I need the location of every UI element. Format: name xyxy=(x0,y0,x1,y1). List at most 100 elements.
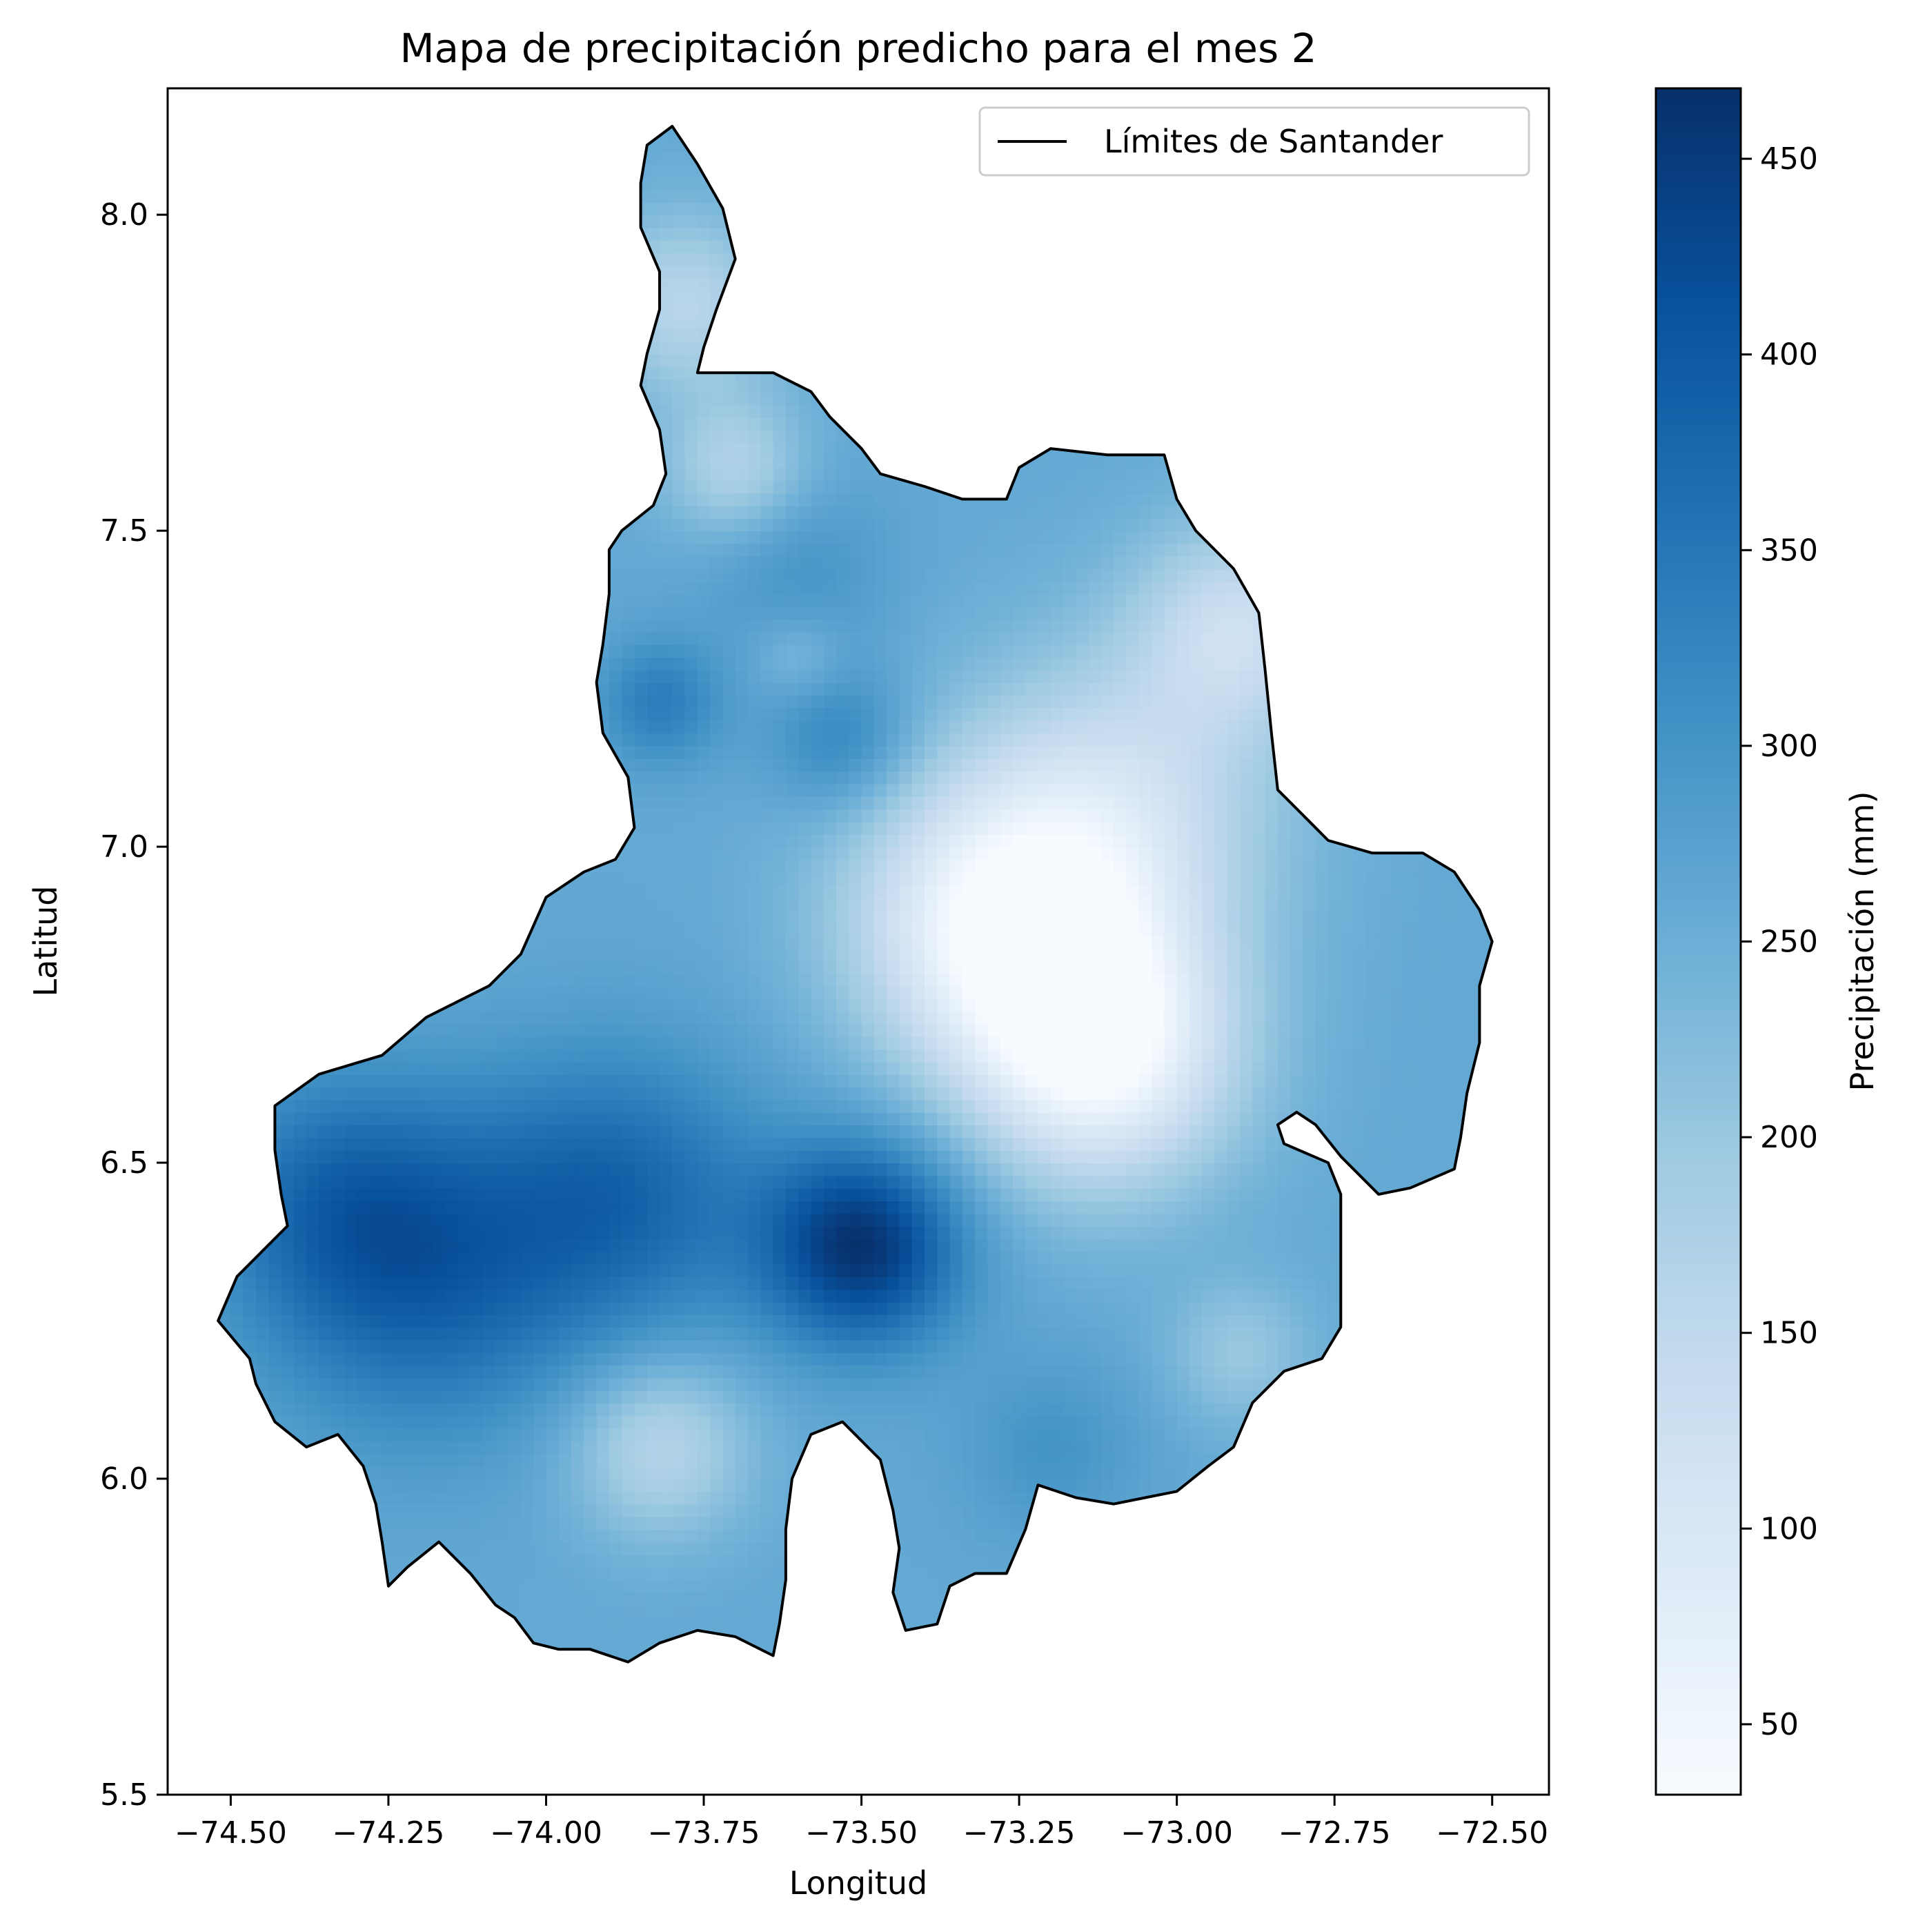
heat-cell xyxy=(293,923,308,936)
heat-cell xyxy=(495,947,509,961)
heat-cell xyxy=(558,1301,573,1315)
heat-cell xyxy=(268,1239,282,1252)
heat-cell xyxy=(546,644,560,658)
heat-cell xyxy=(558,215,573,228)
heat-cell xyxy=(344,1655,358,1662)
heat-cell xyxy=(546,569,560,582)
heat-cell xyxy=(306,973,320,987)
heat-cell xyxy=(432,973,446,987)
heat-cell xyxy=(445,379,459,393)
heat-cell xyxy=(218,1011,232,1025)
heat-cell xyxy=(672,1150,686,1164)
heat-cell xyxy=(445,353,459,367)
heat-cell xyxy=(660,909,673,923)
heat-cell xyxy=(533,1567,547,1581)
heat-cell xyxy=(457,315,471,329)
heat-cell xyxy=(344,960,358,974)
heat-cell xyxy=(268,733,282,747)
heat-cell xyxy=(634,1365,648,1379)
heat-cell xyxy=(268,720,282,734)
heat-cell xyxy=(445,1491,459,1505)
heat-cell xyxy=(293,366,308,380)
heat-cell xyxy=(445,303,459,317)
heat-cell xyxy=(218,215,219,228)
heat-cell xyxy=(230,1655,244,1662)
heat-cell xyxy=(357,1251,371,1265)
heat-cell xyxy=(230,1213,244,1227)
heat-cell xyxy=(508,783,522,797)
heat-cell xyxy=(558,1175,573,1189)
heat-cell xyxy=(218,227,232,241)
heat-cell xyxy=(357,847,371,860)
heat-cell xyxy=(281,1339,295,1353)
heat-cell xyxy=(218,1554,232,1568)
heat-cell xyxy=(331,328,345,342)
heat-cell xyxy=(357,644,371,658)
heat-cell xyxy=(407,771,421,785)
heat-cell xyxy=(533,985,547,999)
heat-cell xyxy=(558,164,573,178)
heat-cell xyxy=(546,88,560,101)
heat-cell xyxy=(634,543,648,557)
heat-cell xyxy=(533,1428,547,1442)
heat-cell xyxy=(495,1023,509,1037)
heat-cell xyxy=(520,834,535,848)
heat-cell xyxy=(445,253,459,266)
heat-cell xyxy=(660,593,673,607)
heat-cell xyxy=(470,923,484,936)
heat-cell xyxy=(395,783,408,797)
heat-cell xyxy=(395,1289,408,1303)
heat-cell xyxy=(634,973,648,987)
heat-cell xyxy=(319,897,333,911)
heat-cell xyxy=(660,1289,673,1303)
heat-cell xyxy=(571,1554,585,1568)
heat-cell xyxy=(660,720,673,734)
heat-cell xyxy=(483,1441,497,1455)
heat-cell xyxy=(193,139,206,152)
heat-cell xyxy=(395,177,408,190)
heat-cell xyxy=(293,821,308,835)
heat-cell xyxy=(369,417,383,431)
heat-cell xyxy=(596,215,610,228)
heat-cell xyxy=(344,1630,358,1644)
heat-cell xyxy=(508,1213,522,1227)
heat-cell xyxy=(571,265,585,279)
heat-cell xyxy=(609,607,623,620)
heat-cell xyxy=(520,1541,535,1555)
heat-cell xyxy=(646,126,661,127)
heat-cell xyxy=(546,1099,560,1113)
heat-cell xyxy=(319,417,333,431)
heat-cell xyxy=(445,1239,459,1252)
heat-cell xyxy=(520,695,535,709)
heat-cell xyxy=(470,1504,484,1517)
heat-cell xyxy=(520,353,535,367)
heat-cell xyxy=(218,1125,219,1138)
heat-cell xyxy=(558,1087,573,1101)
heat-cell xyxy=(395,1125,408,1138)
heat-cell xyxy=(193,960,206,974)
heat-cell xyxy=(357,619,371,633)
heat-cell xyxy=(508,1061,522,1075)
heat-cell xyxy=(293,1049,308,1063)
heat-cell xyxy=(218,139,219,152)
heat-cell xyxy=(369,353,383,367)
heat-cell xyxy=(218,1517,232,1530)
heat-cell xyxy=(634,707,648,721)
heat-cell xyxy=(584,720,597,734)
heat-cell xyxy=(268,303,282,317)
heat-cell xyxy=(193,1415,206,1428)
heat-cell xyxy=(369,1339,383,1353)
heat-cell xyxy=(293,1352,308,1366)
heat-cell xyxy=(660,771,673,785)
heat-cell xyxy=(344,783,358,797)
heat-cell xyxy=(508,201,522,216)
heat-cell xyxy=(432,1617,446,1631)
heat-cell xyxy=(584,1630,597,1644)
heat-cell xyxy=(533,1263,547,1277)
heat-cell xyxy=(268,1251,282,1265)
heat-cell xyxy=(684,1239,698,1252)
heat-cell xyxy=(331,682,345,696)
heat-cell xyxy=(419,290,433,304)
heat-cell xyxy=(293,631,308,645)
heat-cell xyxy=(319,493,333,506)
